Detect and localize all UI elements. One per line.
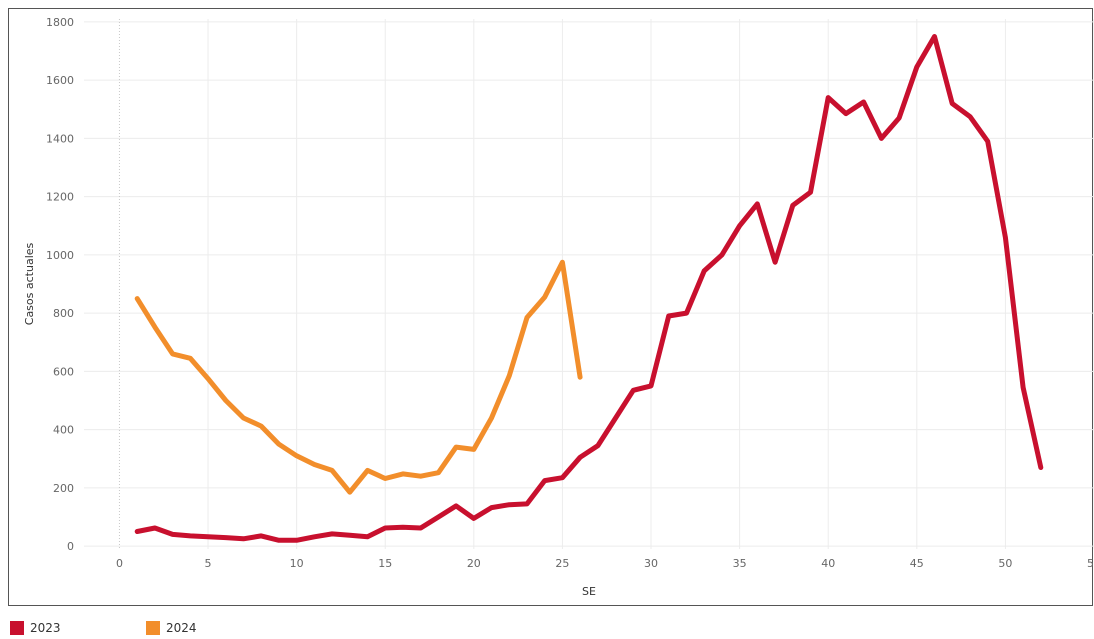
y-tick-label: 1600 — [46, 74, 74, 87]
series-lines — [134, 34, 1044, 543]
series-line-2024 — [134, 259, 583, 495]
grid-layer — [84, 19, 1094, 549]
x-tick-label: 25 — [555, 557, 569, 570]
legend-item-2023[interactable]: 2023 — [10, 620, 61, 636]
legend-swatch-2023 — [10, 621, 24, 635]
y-tick-label: 400 — [53, 424, 74, 437]
y-tick-label: 0 — [67, 540, 74, 553]
y-axis-title: Casos actuales — [23, 242, 36, 325]
legend-label-2024: 2024 — [166, 621, 197, 635]
x-tick-label: 0 — [116, 557, 123, 570]
series-line-2023 — [134, 34, 1044, 543]
x-tick-label: 10 — [290, 557, 304, 570]
y-tick-label: 1200 — [46, 191, 74, 204]
y-tick-label: 1000 — [46, 249, 74, 262]
x-tick-label: 15 — [378, 557, 392, 570]
y-tick-labels: 0 200 400 600 800 1000 1200 1400 1600 1800 — [46, 16, 74, 553]
y-tick-label: 800 — [53, 307, 74, 320]
x-tick-label: 40 — [821, 557, 835, 570]
line-chart: 0 5 10 15 20 25 30 35 40 45 50 55 0 200 400 600 800 1000… — [23, 16, 1094, 598]
y-tick-label: 1800 — [46, 16, 74, 29]
x-tick-labels: 0 5 10 15 20 25 30 35 40 45 50 55 — [116, 557, 1094, 570]
x-tick-label: 50 — [998, 557, 1012, 570]
y-tick-label: 1400 — [46, 132, 74, 145]
legend-label-2023: 2023 — [30, 621, 61, 635]
x-tick-label: 20 — [467, 557, 481, 570]
x-tick-label: 55 — [1087, 557, 1094, 570]
legend-swatch-2024 — [146, 621, 160, 635]
x-tick-label: 35 — [733, 557, 747, 570]
y-tick-label: 600 — [53, 365, 74, 378]
x-axis-title: SE — [582, 585, 596, 598]
x-tick-label: 45 — [910, 557, 924, 570]
x-tick-label: 5 — [205, 557, 212, 570]
y-tick-label: 200 — [53, 482, 74, 495]
x-tick-label: 30 — [644, 557, 658, 570]
legend-item-2024[interactable]: 2024 — [146, 620, 197, 636]
chart-frame: 0 5 10 15 20 25 30 35 40 45 50 55 0 200 400 600 800 1000… — [8, 8, 1094, 606]
